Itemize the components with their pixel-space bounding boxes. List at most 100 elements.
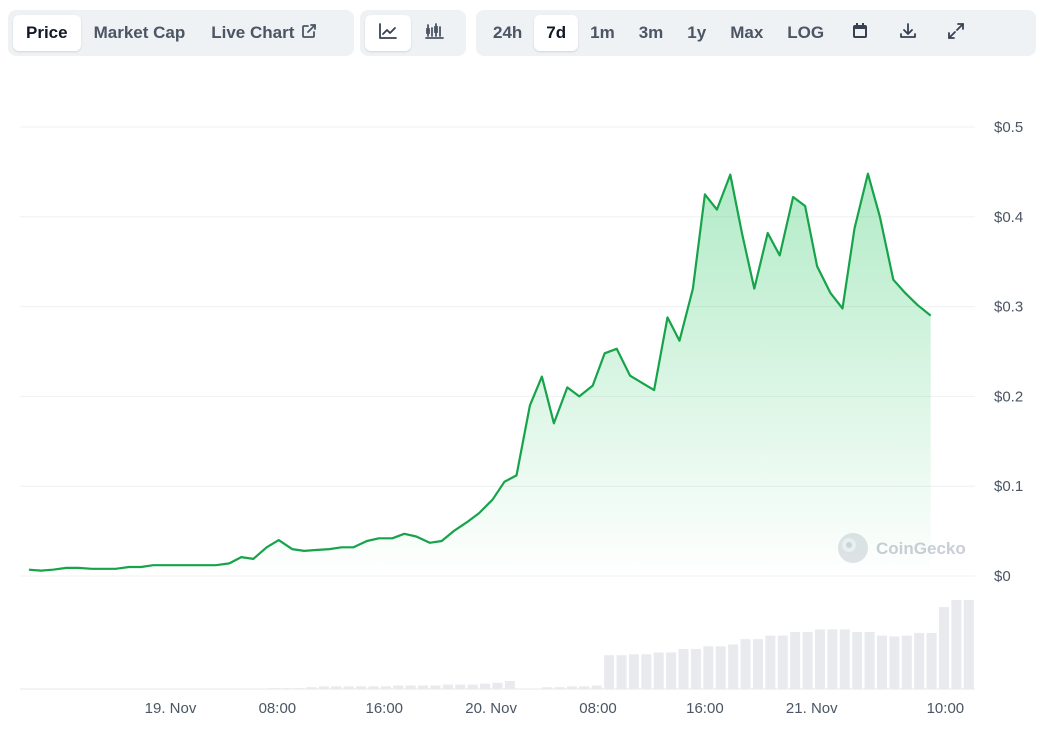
candlestick-chart-button[interactable] — [411, 15, 457, 51]
expand-icon — [946, 21, 966, 46]
tab-price[interactable]: Price — [13, 15, 81, 51]
price-point — [239, 555, 243, 559]
volume-bar — [678, 648, 689, 689]
volume-bars — [269, 600, 974, 689]
volume-bar — [666, 652, 677, 689]
price-point — [903, 291, 907, 295]
price-point — [766, 231, 770, 235]
download-icon — [899, 22, 917, 45]
y-axis-labels: $0 $0.1 $0.2 $0.3 $0.4 $0.5 — [994, 119, 1023, 585]
volume-bar — [579, 686, 590, 689]
volume-bar — [963, 600, 974, 689]
price-point — [565, 385, 569, 389]
price-point — [102, 567, 106, 571]
price-point — [791, 195, 795, 199]
price-point — [678, 339, 682, 343]
x-tick-label: 19. Nov — [145, 700, 197, 717]
download-button[interactable] — [884, 15, 932, 51]
price-point — [365, 539, 369, 543]
chart-toolbar: Price Market Cap Live Chart — [8, 10, 1036, 56]
price-point — [390, 536, 394, 540]
range-1m-button[interactable]: 1m — [590, 23, 615, 42]
tab-market-cap[interactable]: Market Cap — [93, 23, 186, 42]
chart-mode-selector — [360, 10, 466, 56]
price-point — [290, 547, 294, 551]
price-point — [402, 532, 406, 536]
price-point — [728, 173, 732, 177]
y-tick-label: $0.1 — [994, 478, 1023, 495]
price-point — [177, 563, 181, 567]
price-point — [915, 303, 919, 307]
line-chart-button[interactable] — [365, 15, 411, 51]
volume-bar — [542, 687, 553, 689]
price-point — [114, 567, 118, 571]
range-3m-button[interactable]: 3m — [638, 23, 664, 42]
price-point — [90, 567, 94, 571]
price-point — [878, 215, 882, 219]
price-point — [640, 381, 644, 385]
price-point — [666, 315, 670, 319]
range-1y-button[interactable]: 1y — [687, 23, 707, 42]
range-max-button[interactable]: Max — [730, 23, 764, 42]
volume-bar — [294, 688, 305, 689]
x-axis-labels: 19. Nov 08:00 16:00 20. Nov 08:00 16:00 21. No… — [145, 700, 965, 717]
x-tick-label: 08:00 — [259, 700, 297, 717]
volume-bar — [343, 686, 354, 689]
price-point — [428, 541, 432, 545]
volume-bar — [380, 686, 391, 689]
price-point — [891, 278, 895, 282]
volume-bar — [777, 635, 788, 689]
x-tick-label: 08:00 — [579, 700, 617, 717]
range-7d-button[interactable]: 7d — [534, 15, 579, 51]
volume-bar — [814, 629, 825, 689]
volume-bar — [926, 632, 937, 689]
price-point — [528, 403, 532, 407]
volume-bar — [765, 635, 776, 689]
volume-bar — [703, 646, 714, 689]
view-selector: Price Market Cap Live Chart — [8, 10, 354, 56]
volume-bar — [852, 632, 863, 689]
volume-bar — [827, 629, 838, 689]
price-point — [277, 538, 281, 542]
volume-bar — [504, 680, 515, 689]
price-point — [214, 563, 218, 567]
tab-live-chart[interactable]: Live Chart — [198, 15, 330, 51]
price-point — [251, 557, 255, 561]
volume-bar — [938, 607, 949, 689]
range-24h-button[interactable]: 24h — [493, 23, 523, 42]
volume-bar — [430, 685, 441, 689]
price-point — [64, 566, 68, 570]
price-point — [628, 374, 632, 378]
price-point — [615, 347, 619, 351]
external-link-icon — [301, 23, 317, 44]
calendar-button[interactable] — [836, 15, 884, 51]
volume-bar — [591, 685, 602, 689]
x-tick-label: 10:00 — [927, 700, 965, 717]
x-tick-label: 16:00 — [686, 700, 724, 717]
volume-bar — [331, 686, 342, 689]
candlestick-chart-icon — [424, 22, 444, 45]
volume-bar — [690, 648, 701, 689]
price-point — [552, 421, 556, 425]
fullscreen-button[interactable] — [932, 15, 980, 51]
volume-bar — [405, 685, 416, 689]
volume-bar — [418, 685, 429, 689]
price-point — [815, 264, 819, 268]
volume-bar — [728, 644, 739, 689]
volume-bar — [752, 639, 763, 689]
log-scale-button[interactable]: LOG — [787, 23, 825, 42]
volume-bar — [492, 682, 503, 689]
line-chart-icon — [378, 22, 398, 45]
price-point — [165, 563, 169, 567]
live-chart-label: Live Chart — [211, 23, 295, 42]
price-area — [28, 173, 931, 576]
price-point — [465, 520, 469, 524]
volume-bar — [368, 686, 379, 689]
price-point — [190, 563, 194, 567]
price-point — [265, 545, 269, 549]
volume-bar — [467, 684, 478, 689]
volume-bar — [641, 654, 652, 689]
price-line — [28, 172, 932, 572]
volume-bar — [876, 635, 887, 689]
